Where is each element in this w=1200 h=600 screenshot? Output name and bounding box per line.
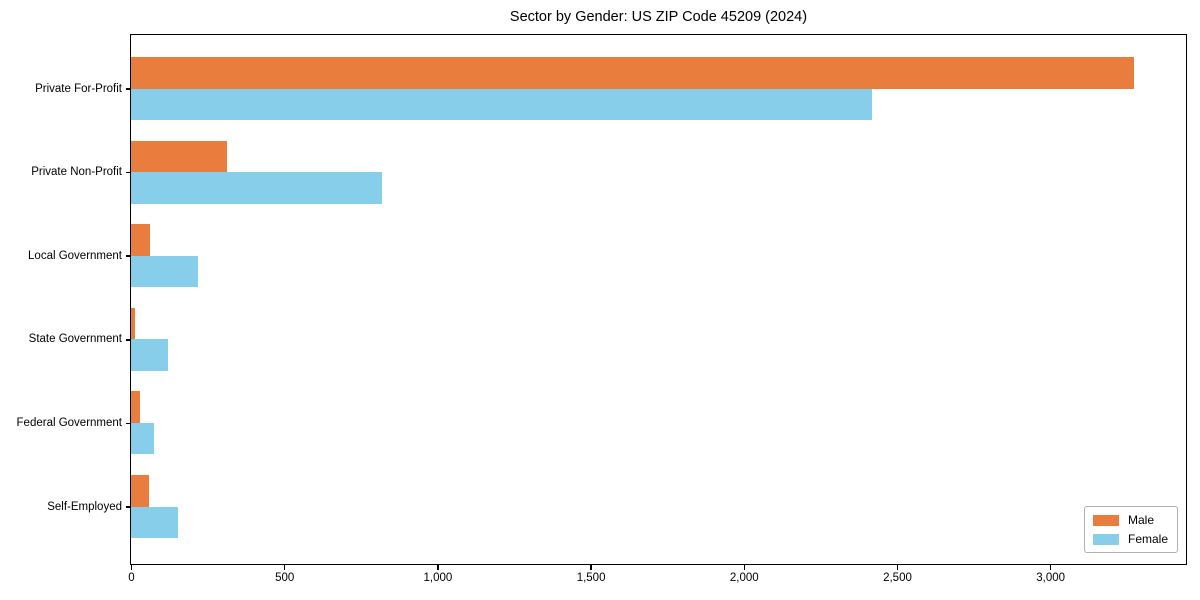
x-tick-mark: [896, 565, 899, 570]
x-axis-tick-label-1000: 1,000: [423, 572, 453, 584]
y-tick-mark: [126, 339, 130, 341]
x-axis-tick-label-2000: 2,000: [729, 572, 759, 584]
x-tick-mark: [743, 565, 746, 570]
x-tick-mark: [130, 565, 133, 570]
y-tick-mark: [126, 171, 130, 174]
plot-area: Male Female: [130, 34, 1187, 565]
legend-item-female: Female: [1092, 532, 1168, 546]
bar-male-private-non-profit: [131, 140, 227, 173]
y-axis-label-federal-government: Federal Government: [16, 416, 122, 429]
legend-swatch-male-icon: [1092, 514, 1119, 526]
bar-male-self-employed: [131, 475, 150, 507]
y-axis-label-state-government: State Government: [28, 333, 122, 346]
legend-swatch-female-icon: [1092, 533, 1119, 545]
x-tick-mark: [1049, 565, 1052, 570]
chart-title: Sector by Gender: US ZIP Code 45209 (202…: [509, 9, 808, 25]
y-tick-mark: [126, 255, 130, 257]
bar-male-federal-government: [131, 391, 141, 423]
bar-female-state-government: [131, 339, 168, 371]
y-axis-label-self-employed: Self-Employed: [47, 500, 122, 513]
bar-male-state-government: [131, 307, 135, 340]
y-tick-mark: [126, 506, 130, 508]
x-axis-tick-label-500: 500: [275, 572, 295, 584]
x-tick-mark: [590, 565, 592, 570]
y-axis-label-private-non-profit: Private Non-Profit: [31, 166, 122, 179]
x-tick-mark: [437, 565, 439, 570]
y-axis-label-private-for-profit: Private For-Profit: [35, 82, 122, 95]
x-axis-tick-label-3000: 3,000: [1036, 572, 1066, 584]
bar-male-local-government: [131, 224, 151, 256]
bar-female-local-government: [131, 255, 199, 288]
legend-label-male: Male: [1127, 513, 1154, 527]
y-tick-mark: [126, 422, 130, 425]
bar-male-private-for-profit: [131, 57, 1135, 89]
x-axis-tick-label-2500: 2,500: [883, 572, 912, 584]
x-axis-tick-label-0: 0: [128, 572, 135, 584]
y-axis-label-local-government: Local Government: [28, 249, 122, 262]
legend-label-female: Female: [1127, 532, 1168, 546]
y-tick-mark: [126, 88, 130, 90]
x-tick-mark: [283, 565, 286, 570]
legend: Male Female: [1083, 506, 1178, 553]
legend-item-male: Male: [1092, 513, 1168, 527]
bar-female-private-non-profit: [131, 172, 383, 204]
bar-female-private-for-profit: [131, 88, 873, 120]
x-axis-tick-label-1500: 1,500: [576, 572, 606, 584]
bar-female-self-employed: [131, 506, 178, 538]
bar-female-federal-government: [131, 422, 154, 455]
